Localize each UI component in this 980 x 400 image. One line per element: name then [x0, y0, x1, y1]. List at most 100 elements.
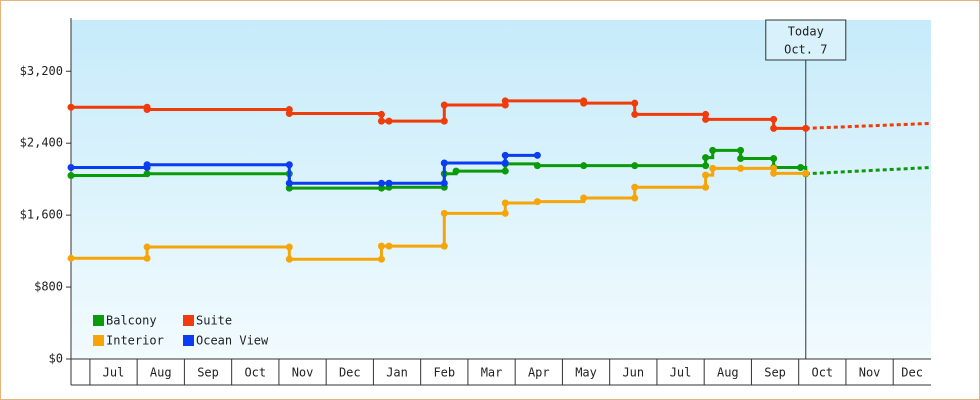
x-tick-label: Mar [481, 366, 503, 380]
x-tick-label: Nov [859, 366, 881, 380]
y-tick-label: $1,600 [20, 208, 63, 222]
today-box [765, 19, 847, 61]
point [501, 151, 509, 159]
point [143, 243, 151, 251]
point [285, 184, 293, 192]
point [702, 110, 710, 118]
point [770, 154, 778, 162]
y-tick-label: $2,400 [20, 136, 63, 150]
point [802, 169, 810, 177]
point [385, 117, 393, 125]
legend-swatch [93, 315, 104, 326]
point [377, 110, 385, 118]
point [770, 164, 778, 172]
legend-label: Interior [106, 334, 164, 348]
point [737, 146, 745, 154]
point [143, 254, 151, 262]
point [377, 184, 385, 192]
legend-swatch [183, 335, 194, 346]
x-tick-label: Sep [764, 366, 786, 380]
point [709, 164, 717, 172]
x-tick-label: Feb [433, 366, 455, 380]
x-tick-label: Aug [717, 366, 739, 380]
point [702, 154, 710, 162]
point [501, 209, 509, 217]
legend-label: Suite [196, 314, 232, 328]
point [440, 179, 448, 187]
point [143, 170, 151, 178]
point [377, 179, 385, 187]
x-tick-label: Oct [811, 366, 833, 380]
y-tick-label: $0 [49, 352, 63, 366]
x-tick-label: May [575, 366, 597, 380]
point [440, 159, 448, 167]
today-label: Today [788, 25, 824, 39]
point [631, 110, 639, 118]
x-tick-label: Sep [197, 366, 219, 380]
point [580, 194, 588, 202]
point [385, 179, 393, 187]
point [533, 151, 541, 159]
point [440, 117, 448, 125]
legend-label: Balcony [106, 314, 157, 328]
point [702, 171, 710, 179]
point [501, 199, 509, 207]
legend-swatch [183, 315, 194, 326]
x-tick-label: Aug [150, 366, 172, 380]
y-tick-label: $800 [34, 280, 63, 294]
x-tick-label: Jun [622, 366, 644, 380]
x-tick-label: Nov [292, 366, 314, 380]
x-tick-label: Jan [386, 366, 408, 380]
x-tick-label: Apr [528, 366, 550, 380]
x-tick-label: Jul [670, 366, 692, 380]
point [737, 164, 745, 172]
point [285, 110, 293, 118]
today-date: Oct. 7 [784, 43, 827, 57]
plot-area [71, 20, 931, 359]
point [285, 179, 293, 187]
point [580, 99, 588, 107]
legend-label: Ocean View [196, 334, 269, 348]
point [631, 194, 639, 202]
point [285, 255, 293, 263]
x-tick-label: Dec [901, 366, 923, 380]
point [67, 103, 75, 111]
point [452, 167, 460, 175]
point [67, 172, 75, 180]
legend-swatch [93, 335, 104, 346]
point [440, 242, 448, 250]
point [631, 183, 639, 191]
point [377, 255, 385, 263]
point [440, 101, 448, 109]
point [580, 162, 588, 170]
point [770, 169, 778, 177]
point [533, 162, 541, 170]
point [631, 99, 639, 107]
point [385, 242, 393, 250]
point [143, 161, 151, 169]
point [67, 163, 75, 171]
point [533, 198, 541, 206]
y-tick-label: $3,200 [20, 64, 63, 78]
point [770, 115, 778, 123]
point [737, 154, 745, 162]
x-tick-label: Jul [103, 366, 125, 380]
point [440, 209, 448, 217]
x-tick-label: Oct [244, 366, 266, 380]
point [702, 162, 710, 170]
point [377, 242, 385, 250]
point [802, 124, 810, 132]
point [377, 117, 385, 125]
point [501, 167, 509, 175]
x-tick-label: Dec [339, 366, 361, 380]
point [702, 115, 710, 123]
point [709, 146, 717, 154]
point [285, 161, 293, 169]
point [143, 105, 151, 113]
point [501, 159, 509, 167]
point [631, 162, 639, 170]
point [67, 254, 75, 262]
point [770, 124, 778, 132]
